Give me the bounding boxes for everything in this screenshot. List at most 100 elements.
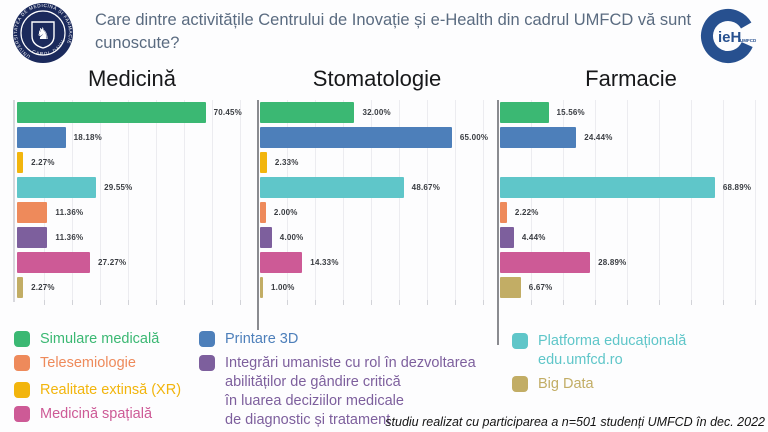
chart-title-stomatologie: Stomatologie: [312, 66, 442, 91]
legend-item: Printare 3D: [199, 330, 494, 349]
legend-label: Big Data: [538, 376, 594, 392]
bar-value-label: 4.44%: [521, 233, 546, 242]
bar-value-label: 11.36%: [55, 233, 84, 242]
bar-value-label: 1.00%: [270, 283, 295, 292]
bar-value-label: 29.55%: [104, 183, 133, 192]
y-axis-line: [497, 100, 499, 345]
bar-row-printare-3d: 24.44%: [500, 125, 762, 150]
bar-big-data: [17, 277, 24, 298]
bar-simulare-medicala: [260, 102, 355, 123]
bar-value-label: 27.27%: [98, 258, 127, 267]
bar-medicina-spatiala: [500, 252, 591, 273]
plot-farmacie: 15.56% 24.44% 68.89% 2.22% 4.44% 28.89% 6.67%: [497, 100, 762, 345]
bar-row-simulare-medicala: 32.00%: [260, 100, 494, 125]
bar-row-realitate-extinsa-xr: 2.33%: [260, 150, 494, 175]
bar-platforma-educationala: [17, 177, 97, 198]
bar-row-realitate-extinsa-xr: [500, 150, 762, 175]
bar-telesemiologie: [500, 202, 507, 223]
bar-simulare-medicala: [17, 102, 206, 123]
legend-swatch: [199, 355, 215, 371]
bar-value-label: 28.89%: [598, 258, 627, 267]
legend-item: Realitate extinsă (XR): [14, 381, 199, 400]
bar-row-printare-3d: 18.18%: [17, 125, 247, 150]
bar-value-label: 32.00%: [362, 108, 391, 117]
plot-stomatologie: 32.00% 65.00% 2.33% 48.67% 2.00% 4.00% 14.33% 1…: [257, 100, 494, 330]
bar-row-integrari-umaniste: 4.00%: [260, 225, 494, 250]
bar-row-printare-3d: 65.00%: [260, 125, 494, 150]
bar-row-integrari-umaniste: 11.36%: [17, 225, 247, 250]
bar-value-label: 6.67%: [528, 283, 553, 292]
bar-row-telesemiologie: 11.36%: [17, 200, 247, 225]
bar-value-label: 11.36%: [55, 208, 84, 217]
legend-column-1: Simulare medicală Telesemiologie Realitate…: [14, 330, 199, 429]
cieh-suffix-text: UMFCD: [740, 38, 757, 43]
bar-value-label: 14.33%: [310, 258, 339, 267]
bar-row-medicina-spatiala: 14.33%: [260, 250, 494, 275]
bar-telesemiologie: [17, 202, 48, 223]
x-axis-ticks: [500, 300, 762, 305]
bar-printare-3d: [500, 127, 577, 148]
bar-printare-3d: [260, 127, 452, 148]
bar-row-platforma-educationala: 48.67%: [260, 175, 494, 200]
bar-value-label: 24.44%: [584, 133, 613, 142]
legend-label: Platforma educațională edu.umfcd.ro: [538, 333, 687, 368]
bar-value-label: 2.00%: [273, 208, 298, 217]
chart-farmacie: Farmacie 15.56% 24.44% 68.89% 2.22% 4.44% 28.…: [497, 66, 762, 345]
bar-big-data: [260, 277, 263, 298]
bar-row-medicina-spatiala: 27.27%: [17, 250, 247, 275]
chart-title-medicina: Medicină: [87, 66, 177, 91]
bar-integrari-umaniste: [500, 227, 514, 248]
bar-value-label: 48.67%: [411, 183, 441, 192]
legend-label: Simulare medicală: [40, 331, 160, 347]
bar-value-label: 70.45%: [213, 108, 242, 117]
legend-column-3: Platforma educațională edu.umfcd.ro Big D…: [512, 332, 768, 399]
legend-item: Integrări umaniste cu rol în dezvoltarea…: [199, 354, 494, 430]
y-axis-line: [13, 100, 15, 302]
chart-medicina: Medicină 70.45% 18.18% 2.27% 29.55% 11.36% 11…: [13, 66, 247, 305]
bar-telesemiologie: [260, 202, 266, 223]
legend-swatch: [14, 331, 30, 347]
legend-label: Telesemiologie: [40, 355, 136, 371]
legend-item: Big Data: [512, 375, 768, 394]
bar-value-label: 15.56%: [556, 108, 585, 117]
plot-medicina: 70.45% 18.18% 2.27% 29.55% 11.36% 11.36% 27.27…: [13, 100, 247, 305]
legend-label: Integrări umaniste cu rol în dezvoltarea…: [225, 355, 476, 428]
legend-swatch: [512, 333, 528, 349]
bar-medicina-spatiala: [17, 252, 90, 273]
legend-item: Telesemiologie: [14, 354, 199, 373]
cieh-c-ring: [701, 9, 755, 63]
bar-row-realitate-extinsa-xr: 2.27%: [17, 150, 247, 175]
bar-row-big-data: 2.27%: [17, 275, 247, 300]
bar-row-platforma-educationala: 29.55%: [17, 175, 247, 200]
bar-platforma-educationala: [500, 177, 715, 198]
bar-integrari-umaniste: [260, 227, 272, 248]
legend-swatch: [14, 355, 30, 371]
legend-label: Realitate extinsă (XR): [40, 382, 182, 398]
bar-simulare-medicala: [500, 102, 549, 123]
bar-row-big-data: 6.67%: [500, 275, 762, 300]
bar-platforma-educationala: [260, 177, 404, 198]
bar-row-platforma-educationala: 68.89%: [500, 175, 762, 200]
bar-row-medicina-spatiala: 28.89%: [500, 250, 762, 275]
x-axis-ticks: [260, 300, 494, 305]
chart-title-farmacie: Farmacie: [585, 66, 677, 91]
bar-row-simulare-medicala: 70.45%: [17, 100, 247, 125]
bar-value-label: 2.22%: [514, 208, 539, 217]
bar-value-label: 68.89%: [722, 183, 752, 192]
bar-realitate-extinsa-xr: [260, 152, 267, 173]
legend-item: Medicină spațială: [14, 405, 199, 424]
seal-shield: [31, 21, 55, 49]
bar-big-data: [500, 277, 521, 298]
bar-value-label: 18.18%: [73, 133, 102, 142]
bar-printare-3d: [17, 127, 66, 148]
bar-value-label: 2.33%: [274, 158, 299, 167]
umfcd-seal-logo: UNIVERSITATEA DE MEDICINĂ ȘI FARMACIE CA…: [12, 2, 73, 63]
legend-label: Medicină spațială: [40, 406, 153, 422]
bar-row-integrari-umaniste: 4.44%: [500, 225, 762, 250]
cieh-logo: ieH UMFCD: [701, 9, 757, 63]
legend-swatch: [199, 331, 215, 347]
seal-centaur-icon: ♞: [36, 26, 50, 43]
legend-column-2: Printare 3D Integrări umaniste cu rol în …: [199, 330, 494, 432]
y-axis-line: [257, 100, 259, 330]
